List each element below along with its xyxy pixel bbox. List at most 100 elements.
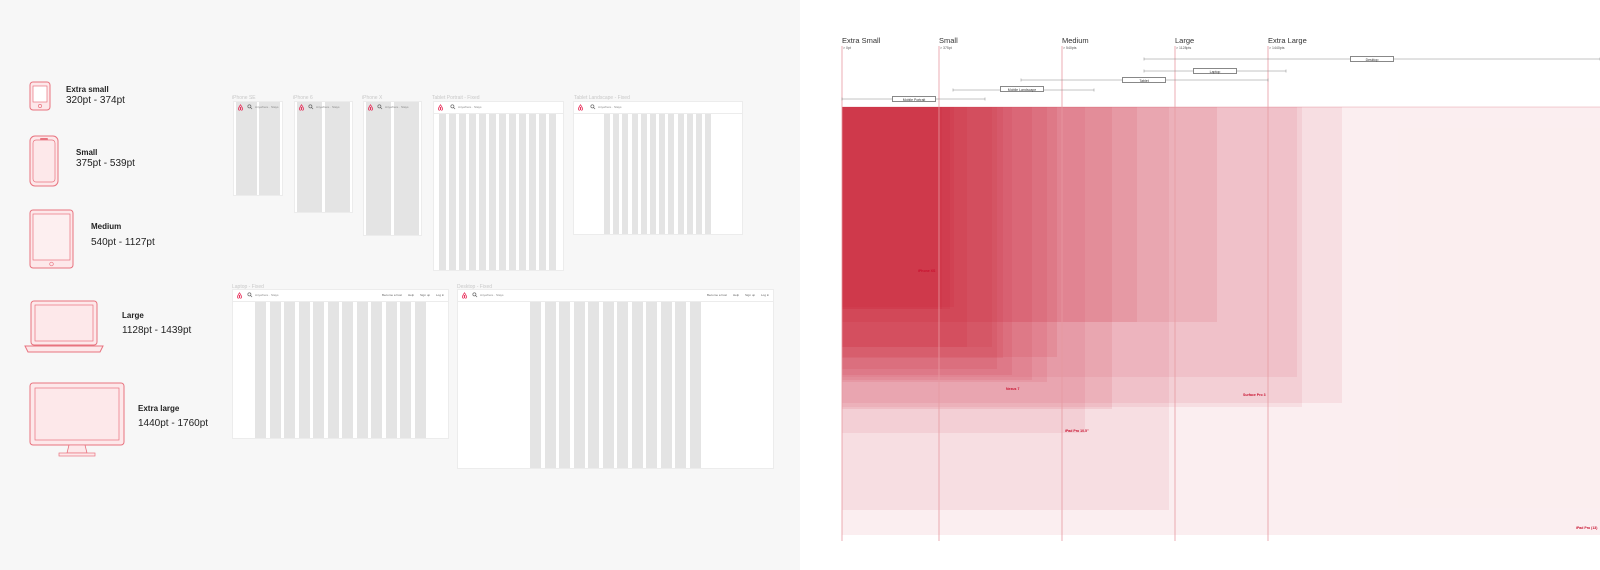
nav-link[interactable]: Become a host xyxy=(382,293,403,297)
breakpoint-min: > 0pt xyxy=(843,46,851,50)
grid-column xyxy=(675,290,686,468)
breakpoint-min: > 1128pts xyxy=(1176,46,1192,50)
grid-column xyxy=(650,102,656,234)
search-icon[interactable] xyxy=(247,104,253,110)
breakpoint-min: > 540pts xyxy=(1063,46,1077,50)
grid-column xyxy=(530,290,541,468)
logo-icon[interactable] xyxy=(461,292,468,299)
device-viewport-rect xyxy=(842,107,1342,403)
search-icon[interactable] xyxy=(247,292,253,298)
search-icon[interactable] xyxy=(308,104,314,110)
nav-link[interactable]: Help xyxy=(733,293,740,297)
grid-column xyxy=(602,290,614,468)
grid-column xyxy=(689,290,701,468)
device-viewport-rect xyxy=(842,107,1297,377)
logo-icon[interactable] xyxy=(298,104,305,111)
grid-column xyxy=(604,102,610,234)
search-input[interactable]: Anywhere · Stays xyxy=(458,104,482,109)
grid-column xyxy=(677,102,684,234)
grid-column xyxy=(356,290,368,438)
device-viewport-rect xyxy=(842,107,954,307)
laptop-icon xyxy=(24,300,104,353)
breakpoint-range: 320pt - 374pt xyxy=(66,95,125,106)
grid-column xyxy=(255,290,266,438)
grid-column xyxy=(668,102,675,234)
grid-column xyxy=(449,102,456,270)
device-viewport-rect xyxy=(842,107,1169,510)
logo-icon[interactable] xyxy=(236,292,243,299)
device-viewport-rect xyxy=(842,107,1032,380)
search-input[interactable]: Anywhere · Stays xyxy=(316,104,340,109)
device-label-nexus-7: Nexus 7 xyxy=(1006,387,1020,391)
grid-column xyxy=(469,102,476,270)
grid-column xyxy=(631,102,638,234)
logo-icon[interactable] xyxy=(577,104,584,111)
range-label-desktop: Desktop xyxy=(1350,56,1394,62)
logo-icon[interactable] xyxy=(437,104,444,111)
grid-column xyxy=(394,102,419,235)
range-label-mobile-landscape: Mobile Landscape xyxy=(1000,86,1044,92)
breakpoint-name: Extra small xyxy=(66,85,109,94)
nav-link[interactable]: Become a host xyxy=(707,293,728,297)
frame-label: iPhone 6 xyxy=(293,95,313,101)
grid-column xyxy=(414,290,426,438)
grid-column xyxy=(499,102,506,270)
breakpoint-header: Extra Large xyxy=(1268,36,1307,45)
frame-label: iPhone X xyxy=(362,95,383,101)
device-viewport-rect xyxy=(842,107,1302,407)
grid-column xyxy=(588,290,599,468)
breakpoint-chart-panel: Extra Small > 0pt Small > 375pt Medium >… xyxy=(800,0,1600,570)
range-label-mobile-portrait: Mobile Portrait xyxy=(892,96,936,102)
breakpoint-name: Extra large xyxy=(138,404,180,413)
nav-link[interactable]: Sign up xyxy=(420,293,431,297)
search-input[interactable]: Anywhere · Stays xyxy=(255,292,279,297)
search-icon[interactable] xyxy=(450,104,456,110)
search-icon[interactable] xyxy=(472,292,478,298)
device-viewport-rect xyxy=(842,107,1600,535)
search-icon[interactable] xyxy=(590,104,596,110)
breakpoint-header: Extra Small xyxy=(842,36,881,45)
logo-icon[interactable] xyxy=(237,104,244,111)
tablet-icon xyxy=(29,209,74,269)
range-label-tablet: Tablet xyxy=(1122,77,1166,83)
search-icon[interactable] xyxy=(377,104,383,110)
device-viewport-rect xyxy=(842,107,1137,322)
nav-link[interactable]: Log in xyxy=(436,293,445,297)
device-label-ipad-pro-13: iPad Pro (13) xyxy=(1576,526,1598,530)
grid-column xyxy=(327,290,339,438)
search-input[interactable]: Anywhere · Stays xyxy=(598,104,622,109)
device-viewport-rect xyxy=(842,107,967,347)
breakpoint-name: Small xyxy=(76,148,98,157)
nav-link[interactable]: Log in xyxy=(761,293,770,297)
breakpoint-header: Large xyxy=(1175,36,1195,45)
breakpoint-range-chart xyxy=(841,46,1600,541)
device-viewport-rect xyxy=(842,107,950,309)
grid-column xyxy=(559,290,570,468)
grid-column xyxy=(544,290,556,468)
frame-label: Tablet Landscape - Fixed xyxy=(574,95,630,101)
grid-column xyxy=(479,102,486,270)
grid-column xyxy=(622,102,629,234)
breakpoint-range: 375pt - 539pt xyxy=(76,158,135,169)
grid-column xyxy=(297,102,322,212)
grid-column xyxy=(313,290,324,438)
grid-column xyxy=(236,102,257,195)
nav-link[interactable]: Help xyxy=(408,293,415,297)
phone-small-icon xyxy=(29,81,51,111)
frame-header-bar: Anywhere · Stays xyxy=(434,102,563,114)
grid-column xyxy=(573,290,585,468)
nav-link[interactable]: Sign up xyxy=(745,293,756,297)
device-viewport-rect xyxy=(842,107,992,347)
device-label-ipad-pro-105: iPad Pro 10.5" xyxy=(1065,429,1089,433)
grid-frame-tablet-portrait: Anywhere · Stays xyxy=(433,101,564,271)
grid-column xyxy=(366,102,391,235)
device-viewport-rect xyxy=(842,107,997,369)
frame-label: Tablet Portrait - Fixed xyxy=(432,95,480,101)
search-input[interactable]: Anywhere · Stays xyxy=(385,104,409,109)
search-input[interactable]: Anywhere · Stays xyxy=(480,292,504,297)
grid-column xyxy=(646,290,657,468)
search-input[interactable]: Anywhere · Stays xyxy=(255,104,279,109)
grid-frame-iphone-x: Anywhere · Stays xyxy=(363,101,422,236)
logo-icon[interactable] xyxy=(367,104,374,111)
grid-frame-desktop: Anywhere · Stays Log in Sign up Help Become … xyxy=(457,289,774,469)
